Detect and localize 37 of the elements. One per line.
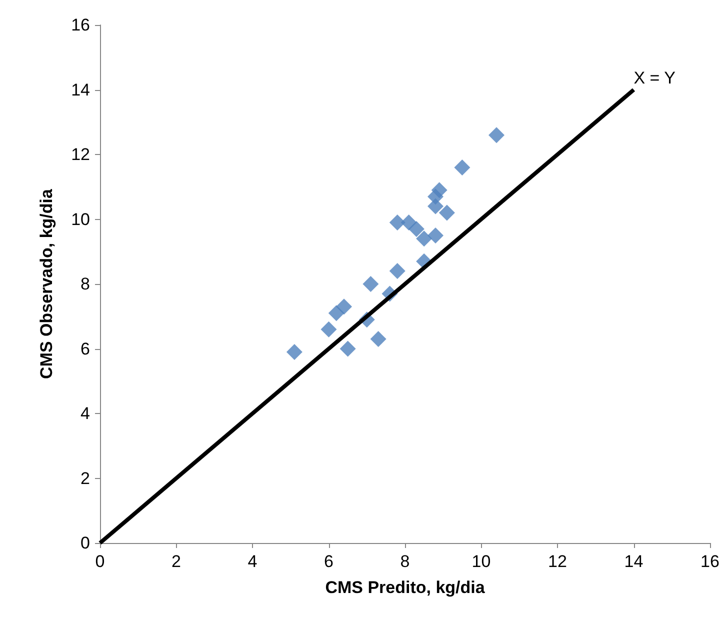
y-tick-label: 12 xyxy=(71,145,90,164)
y-tick-label: 0 xyxy=(80,534,90,552)
y-tick-label: 2 xyxy=(80,468,90,488)
point xyxy=(362,276,379,292)
point xyxy=(488,127,504,144)
y-tick-label: 6 xyxy=(80,339,90,358)
point xyxy=(438,204,455,221)
x-tick-label: 14 xyxy=(624,552,644,571)
x-tick-label: 8 xyxy=(400,552,410,571)
x-tick-label: 2 xyxy=(172,552,181,571)
point xyxy=(416,230,432,247)
point xyxy=(454,159,470,176)
x-tick-label: 16 xyxy=(700,552,720,571)
point xyxy=(431,182,448,198)
y-tick-label: 4 xyxy=(80,404,90,423)
series-label: X = Y xyxy=(634,68,676,88)
point xyxy=(428,227,444,244)
x-axis-title: CMS Predito, kg/dia xyxy=(325,578,486,597)
y-tick-label: 10 xyxy=(71,210,90,229)
x-tick-label: 12 xyxy=(548,552,567,571)
point xyxy=(340,340,356,357)
x-tick-label: 4 xyxy=(248,552,258,571)
point xyxy=(320,321,337,338)
point xyxy=(370,331,386,348)
y-tick-label: 8 xyxy=(80,274,90,294)
x-tick-label: 10 xyxy=(472,552,491,571)
y-tick-label: 14 xyxy=(71,80,90,100)
point xyxy=(389,263,406,280)
point xyxy=(336,298,352,315)
point xyxy=(286,344,302,360)
x-tick-label: 6 xyxy=(324,552,334,571)
y-axis-title: CMS Observado, kg/dia xyxy=(37,188,56,379)
point xyxy=(428,198,444,214)
point xyxy=(408,220,424,237)
y-tick-label: 16 xyxy=(71,16,90,34)
x-tick-label: 0 xyxy=(95,552,105,571)
point xyxy=(389,214,406,230)
